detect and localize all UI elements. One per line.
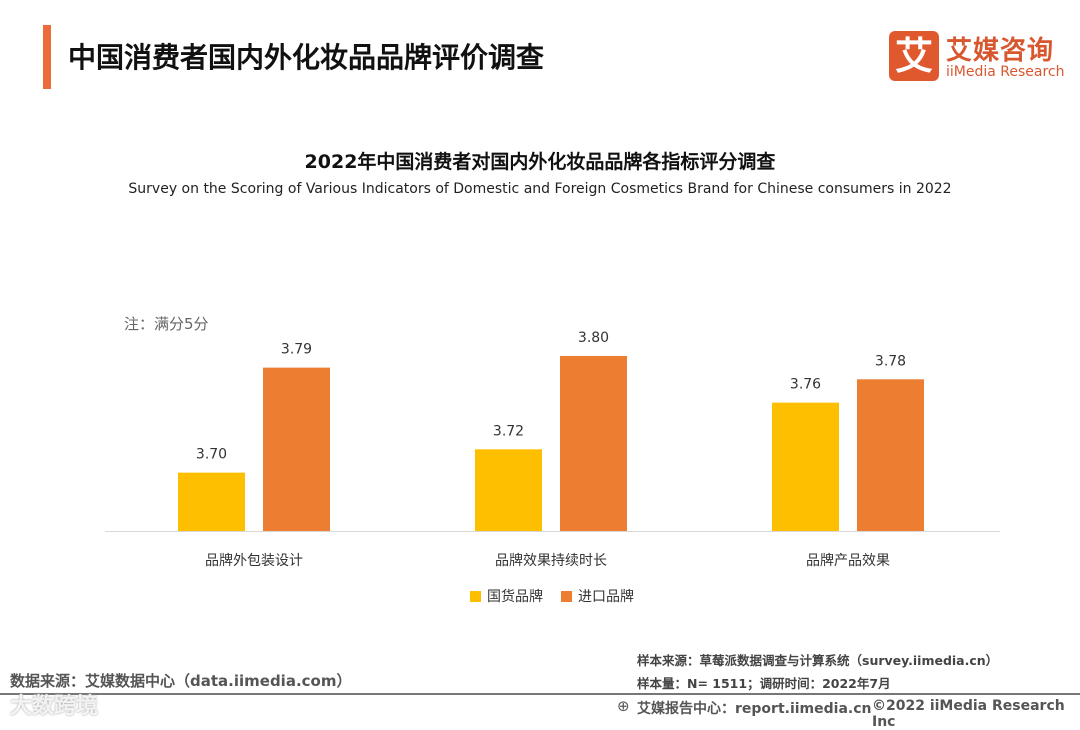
x-tick-label: 品牌产品效果 (806, 552, 890, 569)
legend-label: 进口品牌 (578, 589, 634, 605)
x-tick-label: 品牌效果持续时长 (495, 552, 607, 569)
legend-label: 国货品牌 (487, 589, 543, 605)
data-label: 3.80 (578, 330, 609, 346)
legend-item-imported: 进口品牌 (561, 586, 634, 606)
title-accent-bar (43, 25, 51, 89)
copyright: ©2022 iiMedia Research Inc (872, 698, 1065, 730)
footer-divider (0, 693, 1080, 695)
logo-cn: 艾媒咨询 (946, 36, 1055, 66)
bar-imported (857, 379, 924, 531)
data-label: 3.79 (281, 342, 312, 358)
sample-size: 样本量：N= 1511；调研时间：2022年7月 (637, 676, 891, 691)
bar-imported (263, 367, 330, 531)
sample-source: 样本来源：草莓派数据调查与计算系统（survey.iimedia.cn） (637, 653, 999, 668)
report-center: 艾媒报告中心：report.iimedia.cn (637, 701, 872, 717)
globe-icon: ⊕ (617, 697, 630, 715)
legend-swatch (561, 590, 572, 602)
data-source: 数据来源：艾媒数据中心（data.iimedia.com） (10, 672, 352, 690)
bar-domestic (178, 472, 245, 531)
logo-en: iiMedia Research (946, 64, 1065, 80)
legend-item-domestic: 国货品牌 (470, 586, 543, 606)
bar-domestic (772, 402, 839, 531)
x-tick-label: 品牌外包装设计 (205, 552, 303, 569)
bar-chart: 3.70 3.79 品牌外包装设计 3.72 3.80 品牌效果持续时长 3.76 3.78 品… (105, 330, 1000, 569)
bar-imported (560, 355, 627, 531)
page-title: 中国消费者国内外化妆品品牌评价调查 (68, 41, 545, 74)
chart-note: 注：满分5分 (124, 315, 209, 333)
logo-mark: 艾 (889, 31, 939, 81)
legend-swatch (470, 590, 481, 602)
chart-subtitle: Survey on the Scoring of Various Indicat… (128, 181, 952, 197)
data-label: 3.72 (493, 423, 524, 439)
data-label: 3.76 (790, 377, 821, 393)
watermark: 大数跨境 (10, 694, 99, 719)
data-label: 3.78 (875, 353, 906, 369)
data-label: 3.70 (196, 447, 227, 463)
chart-title: 2022年中国消费者对国内外化妆品品牌各指标评分调查 (304, 151, 776, 173)
bar-domestic (475, 449, 542, 531)
